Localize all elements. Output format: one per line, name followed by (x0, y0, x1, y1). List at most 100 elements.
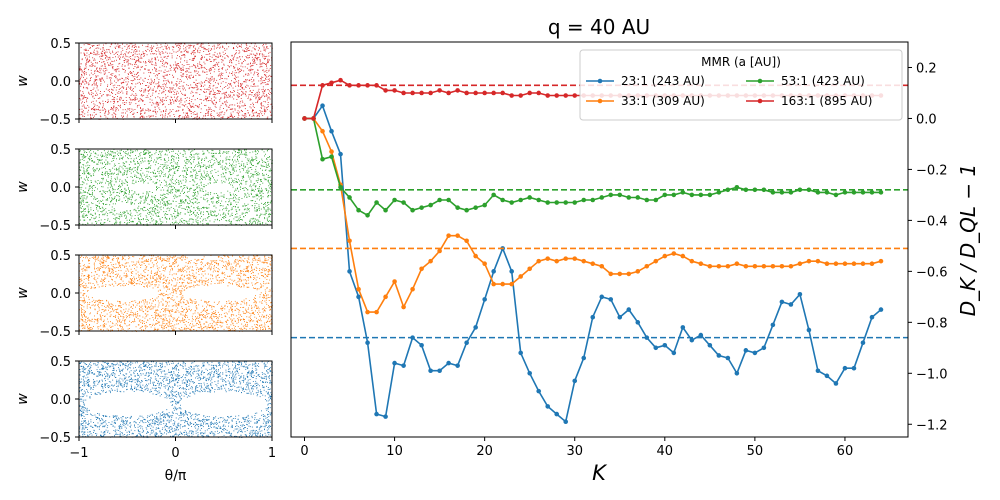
phase-x-tick-label: 0 (171, 446, 179, 461)
data-point (455, 363, 460, 368)
phase-y-axis-label: w (15, 75, 31, 87)
data-point (428, 258, 433, 264)
data-point (374, 411, 379, 417)
data-point (329, 149, 334, 154)
data-point (833, 261, 839, 267)
data-point (428, 90, 433, 96)
data-point (329, 128, 334, 134)
data-point (410, 207, 415, 213)
legend-marker (597, 78, 603, 84)
data-point (491, 281, 496, 287)
data-point (392, 360, 397, 366)
data-point (473, 325, 478, 330)
data-point (599, 263, 605, 269)
x-tick-label: 20 (476, 444, 493, 459)
phase-y-axis-label: w (15, 393, 31, 405)
data-point (626, 195, 632, 200)
data-point (545, 200, 551, 205)
phase-panel-1: 0.5 0.0 −0.5 w (15, 143, 273, 234)
data-point (671, 192, 677, 198)
data-point (410, 90, 415, 96)
data-point (788, 263, 794, 269)
data-point (545, 404, 551, 409)
data-point (338, 151, 343, 157)
data-point (635, 320, 641, 325)
data-point (437, 248, 442, 254)
data-point (473, 253, 478, 259)
data-point (617, 271, 623, 277)
data-point (707, 192, 713, 198)
data-point (689, 192, 695, 198)
series-line-1 (304, 117, 882, 313)
series-1 (291, 116, 908, 315)
main-y-axis-label: D_K / D_QL − 1 (956, 164, 980, 316)
data-point (644, 335, 650, 340)
x-tick-label: 10 (386, 444, 403, 459)
legend-marker (597, 98, 603, 104)
y-tick-label: 0.0 (916, 112, 937, 127)
data-point (581, 355, 587, 361)
data-point (671, 251, 677, 256)
data-point (662, 253, 668, 259)
data-point (491, 90, 496, 96)
data-point (680, 253, 686, 259)
data-point (752, 187, 758, 193)
data-point (473, 90, 478, 96)
data-point (329, 154, 334, 159)
data-point (824, 190, 830, 195)
data-point (608, 192, 614, 198)
data-point (770, 322, 776, 328)
data-point (455, 88, 460, 93)
data-point (356, 286, 361, 292)
data-point (824, 373, 830, 379)
data-point (320, 83, 325, 88)
phase-scatter-3 (79, 361, 273, 438)
data-point (770, 263, 776, 269)
data-point (878, 307, 884, 312)
data-point (365, 212, 370, 218)
data-point (590, 261, 596, 267)
data-point (608, 297, 614, 302)
data-point (482, 202, 487, 208)
data-point (464, 238, 469, 244)
phase-y-tick-label: 0.0 (50, 75, 71, 90)
phase-y-axis-label: w (15, 287, 31, 299)
data-point (581, 258, 587, 264)
x-tick-label: 60 (837, 444, 854, 459)
phase-panel-3: 0.5 0.0 −0.5 w (15, 355, 273, 446)
data-point (815, 190, 821, 195)
main-plot-frame (290, 41, 909, 438)
data-point (554, 258, 560, 264)
data-point (419, 90, 424, 96)
data-point (383, 207, 388, 213)
data-point (653, 258, 659, 264)
data-point (446, 233, 451, 238)
y-tick-label: −0.4 (916, 214, 948, 229)
data-point (446, 360, 451, 366)
data-point (743, 187, 749, 193)
data-point (806, 327, 812, 333)
series-0 (291, 103, 908, 425)
data-point (563, 419, 569, 425)
phase-x-axis-label: θ/π (165, 468, 187, 484)
data-point (797, 261, 803, 267)
data-point (500, 90, 505, 96)
data-point (716, 263, 722, 269)
data-point (320, 156, 325, 162)
data-point (689, 258, 695, 264)
data-point (824, 261, 830, 267)
main-chart-title: q = 40 AU (548, 15, 650, 39)
data-point (617, 192, 623, 198)
data-point (698, 332, 704, 338)
data-point (536, 90, 542, 96)
phase-x-tick-label: −1 (69, 446, 88, 461)
data-point (716, 190, 722, 195)
data-point (509, 200, 514, 205)
data-point (599, 195, 605, 200)
data-point (347, 195, 352, 200)
data-point (509, 281, 514, 287)
data-point (842, 365, 848, 371)
data-point (860, 340, 866, 346)
phase-y-tick-label: 0.0 (50, 287, 71, 302)
data-point (302, 116, 307, 121)
